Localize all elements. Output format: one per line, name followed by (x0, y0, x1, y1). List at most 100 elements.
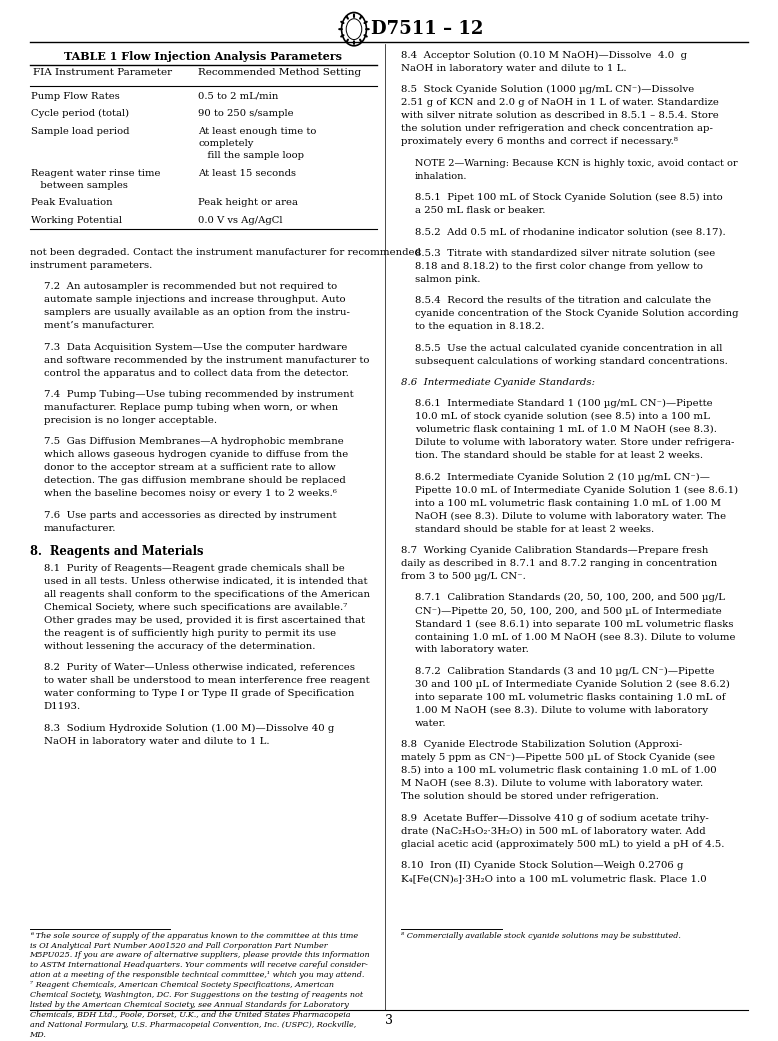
Text: to the equation in 8.18.2.: to the equation in 8.18.2. (415, 322, 544, 331)
Text: 8.10  Iron (II) Cyanide Stock Solution—Weigh 0.2706 g: 8.10 Iron (II) Cyanide Stock Solution—We… (401, 861, 683, 870)
Text: 8.5.1  Pipet 100 mL of Stock Cyanide Solution (see 8.5) into: 8.5.1 Pipet 100 mL of Stock Cyanide Solu… (415, 193, 723, 202)
Text: tion. The standard should be stable for at least 2 weeks.: tion. The standard should be stable for … (415, 451, 703, 460)
Text: the solution under refrigeration and check concentration ap-: the solution under refrigeration and che… (401, 124, 713, 133)
Text: FIA Instrument Parameter: FIA Instrument Parameter (33, 68, 173, 77)
Text: 8.6.1  Intermediate Standard 1 (100 µg/mL CN⁻)—Pipette: 8.6.1 Intermediate Standard 1 (100 µg/mL… (415, 399, 713, 408)
Text: automate sample injections and increase throughput. Auto: automate sample injections and increase … (44, 296, 345, 304)
Text: MD.: MD. (30, 1031, 47, 1039)
Text: ment’s manufacturer.: ment’s manufacturer. (44, 322, 154, 330)
Text: and software recommended by the instrument manufacturer to: and software recommended by the instrume… (44, 356, 369, 364)
Text: not been degraded. Contact the instrument manufacturer for recommended: not been degraded. Contact the instrumen… (30, 248, 420, 257)
Text: The solution should be stored under refrigeration.: The solution should be stored under refr… (401, 792, 659, 802)
Text: inhalation.: inhalation. (415, 172, 467, 181)
Text: 0.5 to 2 mL/min: 0.5 to 2 mL/min (198, 92, 279, 101)
Text: K₄[Fe(CN)₆]·3H₂O into a 100 mL volumetric flask. Place 1.0: K₄[Fe(CN)₆]·3H₂O into a 100 mL volumetri… (401, 873, 706, 883)
Text: 8.2  Purity of Water—Unless otherwise indicated, references: 8.2 Purity of Water—Unless otherwise ind… (44, 663, 355, 672)
FancyArrowPatch shape (342, 35, 344, 36)
FancyArrowPatch shape (360, 17, 361, 19)
Text: Working Potential: Working Potential (31, 215, 122, 225)
Text: At least 15 seconds: At least 15 seconds (198, 169, 296, 178)
Text: precision is no longer acceptable.: precision is no longer acceptable. (44, 416, 217, 425)
Text: 8.  Reagents and Materials: 8. Reagents and Materials (30, 545, 203, 558)
Text: with laboratory water.: with laboratory water. (415, 645, 528, 655)
Text: M5PU025. If you are aware of alternative suppliers, please provide this informat: M5PU025. If you are aware of alternative… (30, 951, 370, 960)
Text: control the apparatus and to collect data from the detector.: control the apparatus and to collect dat… (44, 369, 349, 378)
Text: CN⁻)—Pipette 20, 50, 100, 200, and 500 µL of Intermediate: CN⁻)—Pipette 20, 50, 100, 200, and 500 µ… (415, 606, 721, 615)
Text: 90 to 250 s/sample: 90 to 250 s/sample (198, 109, 294, 118)
Text: to water shall be understood to mean interference free reagent: to water shall be understood to mean int… (44, 677, 370, 685)
Text: the reagent is of sufficiently high purity to permit its use: the reagent is of sufficiently high puri… (44, 629, 335, 638)
Text: Other grades may be used, provided it is first ascertained that: Other grades may be used, provided it is… (44, 616, 365, 625)
Text: Peak height or area: Peak height or area (198, 199, 299, 207)
Text: cyanide concentration of the Stock Cyanide Solution according: cyanide concentration of the Stock Cyani… (415, 309, 738, 319)
Text: which allows gaseous hydrogen cyanide to diffuse from the: which allows gaseous hydrogen cyanide to… (44, 451, 348, 459)
Text: 8.7  Working Cyanide Calibration Standards—Prepare fresh: 8.7 Working Cyanide Calibration Standard… (401, 545, 708, 555)
Text: fill the sample loop: fill the sample loop (198, 151, 304, 160)
FancyArrowPatch shape (346, 17, 348, 19)
Text: 7.4  Pump Tubing—Use tubing recommended by instrument: 7.4 Pump Tubing—Use tubing recommended b… (44, 390, 353, 399)
Text: Chemical Society, where such specifications are available.⁷: Chemical Society, where such specificati… (44, 603, 347, 612)
Text: into a 100 mL volumetric flask containing 1.0 mL of 1.00 M: into a 100 mL volumetric flask containin… (415, 499, 720, 508)
Text: ⁶ The sole source of supply of the apparatus known to the committee at this time: ⁶ The sole source of supply of the appar… (30, 932, 358, 940)
Text: 8.5) into a 100 mL volumetric flask containing 1.0 mL of 1.00: 8.5) into a 100 mL volumetric flask cont… (401, 766, 717, 776)
Text: 8.5  Stock Cyanide Solution (1000 µg/mL CN⁻)—Dissolve: 8.5 Stock Cyanide Solution (1000 µg/mL C… (401, 85, 694, 95)
Text: 0.0 V vs Ag/AgCl: 0.0 V vs Ag/AgCl (198, 215, 283, 225)
Text: into separate 100 mL volumetric flasks containing 1.0 mL of: into separate 100 mL volumetric flasks c… (415, 692, 725, 702)
Text: 7.6  Use parts and accessories as directed by instrument: 7.6 Use parts and accessories as directe… (44, 511, 336, 519)
Text: 8.5.4  Record the results of the titration and calculate the: 8.5.4 Record the results of the titratio… (415, 296, 711, 305)
Text: Recommended Method Setting: Recommended Method Setting (198, 68, 362, 77)
Text: water conforming to Type I or Type II grade of Specification: water conforming to Type I or Type II gr… (44, 689, 354, 699)
Text: manufacturer. Replace pump tubing when worn, or when: manufacturer. Replace pump tubing when w… (44, 403, 338, 412)
Text: listed by the American Chemical Society, see Annual Standards for Laboratory: listed by the American Chemical Society,… (30, 1001, 349, 1009)
Text: to ASTM International Headquarters. Your comments will receive careful consider-: to ASTM International Headquarters. Your… (30, 962, 367, 969)
Text: 7.3  Data Acquisition System—Use the computer hardware: 7.3 Data Acquisition System—Use the comp… (44, 342, 347, 352)
Text: Pipette 10.0 mL of Intermediate Cyanide Solution 1 (see 8.6.1): Pipette 10.0 mL of Intermediate Cyanide … (415, 485, 738, 494)
Text: Dilute to volume with laboratory water. Store under refrigera-: Dilute to volume with laboratory water. … (415, 438, 734, 448)
FancyArrowPatch shape (342, 22, 344, 23)
Text: a 250 mL flask or beaker.: a 250 mL flask or beaker. (415, 206, 545, 215)
Text: manufacturer.: manufacturer. (44, 524, 116, 533)
Text: Reagent water rinse time: Reagent water rinse time (31, 169, 160, 178)
Text: volumetric flask containing 1 mL of 1.0 M NaOH (see 8.3).: volumetric flask containing 1 mL of 1.0 … (415, 425, 717, 434)
Text: Sample load period: Sample load period (31, 127, 130, 135)
FancyArrowPatch shape (346, 40, 348, 42)
Text: 7.5  Gas Diffusion Membranes—A hydrophobic membrane: 7.5 Gas Diffusion Membranes—A hydrophobi… (44, 437, 343, 447)
Text: Chemical Society, Washington, DC. For Suggestions on the testing of reagents not: Chemical Society, Washington, DC. For Su… (30, 991, 363, 999)
Text: Cycle period (total): Cycle period (total) (31, 109, 129, 119)
Text: drate (NaC₂H₃O₂·3H₂O) in 500 mL of laboratory water. Add: drate (NaC₂H₃O₂·3H₂O) in 500 mL of labor… (401, 827, 706, 836)
Text: 8.8  Cyanide Electrode Stabilization Solution (Approxi-: 8.8 Cyanide Electrode Stabilization Solu… (401, 740, 682, 750)
Text: is OI Analytical Part Number A001520 and Pall Corporation Part Number: is OI Analytical Part Number A001520 and… (30, 941, 328, 949)
Text: samplers are usually available as an option from the instru-: samplers are usually available as an opt… (44, 308, 349, 318)
Text: salmon pink.: salmon pink. (415, 275, 480, 284)
Text: water.: water. (415, 718, 447, 728)
Text: containing 1.0 mL of 1.00 M NaOH (see 8.3). Dilute to volume: containing 1.0 mL of 1.00 M NaOH (see 8.… (415, 632, 735, 641)
Text: mately 5 ppm as CN⁻)—Pipette 500 µL of Stock Cyanide (see: mately 5 ppm as CN⁻)—Pipette 500 µL of S… (401, 753, 715, 762)
Text: proximately every 6 months and correct if necessary.⁸: proximately every 6 months and correct i… (401, 137, 678, 147)
Text: 8.7.1  Calibration Standards (20, 50, 100, 200, and 500 µg/L: 8.7.1 Calibration Standards (20, 50, 100… (415, 593, 724, 603)
Text: 8.7.2  Calibration Standards (3 and 10 µg/L CN⁻)—Pipette: 8.7.2 Calibration Standards (3 and 10 µg… (415, 666, 714, 676)
Text: 8.1  Purity of Reagents—Reagent grade chemicals shall be: 8.1 Purity of Reagents—Reagent grade che… (44, 564, 345, 573)
Text: from 3 to 500 µg/L CN⁻.: from 3 to 500 µg/L CN⁻. (401, 572, 526, 581)
Text: 8.5.2  Add 0.5 mL of rhodanine indicator solution (see 8.17).: 8.5.2 Add 0.5 mL of rhodanine indicator … (415, 227, 725, 236)
Text: 2.51 g of KCN and 2.0 g of NaOH in 1 L of water. Standardize: 2.51 g of KCN and 2.0 g of NaOH in 1 L o… (401, 98, 719, 107)
FancyArrowPatch shape (360, 40, 361, 42)
Text: daily as described in 8.7.1 and 8.7.2 ranging in concentration: daily as described in 8.7.1 and 8.7.2 ra… (401, 559, 717, 568)
Text: Chemicals, BDH Ltd., Poole, Dorset, U.K., and the United States Pharmacopeia: Chemicals, BDH Ltd., Poole, Dorset, U.K.… (30, 1011, 350, 1019)
Text: glacial acetic acid (approximately 500 mL) to yield a pH of 4.5.: glacial acetic acid (approximately 500 m… (401, 839, 724, 848)
Text: 30 and 100 µL of Intermediate Cyanide Solution 2 (see 8.6.2): 30 and 100 µL of Intermediate Cyanide So… (415, 680, 730, 689)
Text: with silver nitrate solution as described in 8.5.1 – 8.5.4. Store: with silver nitrate solution as describe… (401, 111, 718, 121)
Text: without lessening the accuracy of the determination.: without lessening the accuracy of the de… (44, 642, 315, 651)
Text: between samples: between samples (31, 181, 128, 189)
Text: Pump Flow Rates: Pump Flow Rates (31, 92, 120, 101)
Text: detection. The gas diffusion membrane should be replaced: detection. The gas diffusion membrane sh… (44, 477, 345, 485)
Text: 8.3  Sodium Hydroxide Solution (1.00 M)—Dissolve 40 g: 8.3 Sodium Hydroxide Solution (1.00 M)—D… (44, 723, 334, 733)
Text: donor to the acceptor stream at a sufficient rate to allow: donor to the acceptor stream at a suffic… (44, 463, 335, 473)
Text: subsequent calculations of working standard concentrations.: subsequent calculations of working stand… (415, 356, 727, 365)
Text: Peak Evaluation: Peak Evaluation (31, 199, 113, 207)
Text: Standard 1 (see 8.6.1) into separate 100 mL volumetric flasks: Standard 1 (see 8.6.1) into separate 100… (415, 619, 733, 629)
Text: when the baseline becomes noisy or every 1 to 2 weeks.⁶: when the baseline becomes noisy or every… (44, 489, 336, 499)
FancyArrowPatch shape (364, 22, 366, 23)
Text: NOTE 2—Warning: Because KCN is highly toxic, avoid contact or: NOTE 2—Warning: Because KCN is highly to… (415, 158, 738, 168)
Text: D1193.: D1193. (44, 703, 81, 711)
Text: ation at a meeting of the responsible technical committee,¹ which you may attend: ation at a meeting of the responsible te… (30, 971, 364, 980)
